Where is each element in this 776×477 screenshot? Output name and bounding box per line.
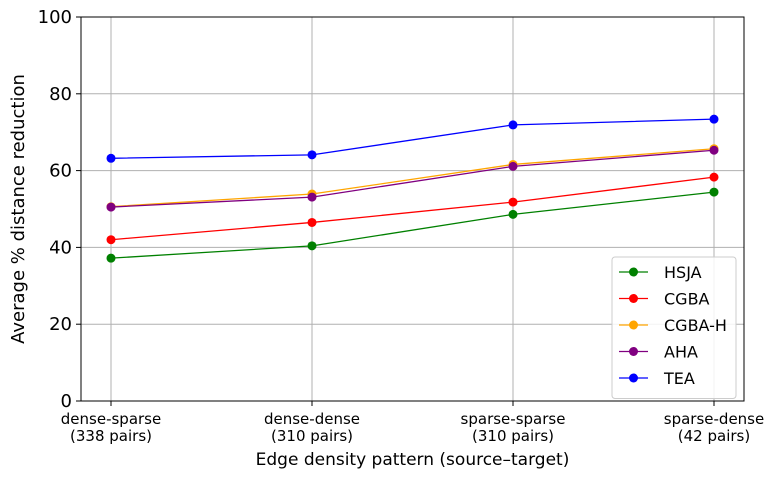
series-line <box>110 148 715 208</box>
x-tick-label: (310 pairs) <box>472 427 554 445</box>
data-point <box>106 202 116 212</box>
series-layer <box>106 114 719 263</box>
x-tick-label: sparse-dense <box>664 410 764 428</box>
y-axis-title: Average % distance reduction <box>8 74 29 344</box>
series-hsja <box>106 187 719 263</box>
data-point <box>307 192 317 202</box>
data-point <box>508 197 518 207</box>
legend-item: TEA <box>619 369 695 388</box>
y-tick-label: 60 <box>49 161 72 182</box>
legend-label: AHA <box>664 343 698 362</box>
x-tick-label: (42 pairs) <box>678 427 750 445</box>
data-point <box>307 241 317 251</box>
x-tick-label: sparse-sparse <box>461 410 566 428</box>
data-point <box>106 253 116 263</box>
legend-swatch-marker <box>629 347 638 356</box>
data-point <box>106 153 116 163</box>
data-point <box>709 187 719 197</box>
legend-swatch-marker <box>629 294 638 303</box>
legend-item: AHA <box>619 343 698 362</box>
data-point <box>709 114 719 124</box>
data-point <box>307 217 317 227</box>
data-point <box>508 209 518 219</box>
legend-item: CGBA <box>619 290 710 309</box>
series-line <box>110 191 715 259</box>
data-point <box>106 235 116 245</box>
x-axis-ticks: dense-sparse(338 pairs)dense-dense(310 p… <box>61 401 764 445</box>
legend-item: HSJA <box>619 263 702 282</box>
y-tick-label: 40 <box>49 237 72 258</box>
series-line <box>110 176 715 241</box>
legend-swatch-marker <box>629 320 638 330</box>
series-line <box>110 149 715 208</box>
legend: HSJA CGBA CGBA-H AHA TEA <box>611 256 737 399</box>
data-point <box>709 145 719 155</box>
y-tick-label: 100 <box>38 7 72 28</box>
legend-swatch-marker <box>629 267 638 277</box>
data-point <box>508 161 518 171</box>
x-tick-label: (338 pairs) <box>70 427 152 445</box>
series-aha <box>106 145 719 212</box>
legend-label: CGBA <box>664 290 710 309</box>
plot-frame <box>80 16 745 402</box>
y-tick-label: 0 <box>61 391 72 412</box>
x-tick-label: dense-sparse <box>61 410 161 428</box>
series-line <box>110 118 715 159</box>
series-cgba <box>106 172 719 245</box>
data-point <box>508 120 518 130</box>
y-tick-label: 80 <box>49 84 72 105</box>
x-tick-label: (310 pairs) <box>271 427 353 445</box>
legend-item: CGBA-H <box>619 316 727 335</box>
data-point <box>709 172 719 182</box>
legend-box <box>611 256 737 399</box>
series-tea <box>106 114 719 163</box>
x-tick-label: dense-dense <box>264 410 360 428</box>
x-axis-title: Edge density pattern (source–target) <box>256 450 570 470</box>
y-axis-ticks: 0 20 40 60 80 100 <box>38 7 81 412</box>
legend-label: CGBA-H <box>664 316 727 335</box>
legend-label: TEA <box>663 369 695 388</box>
legend-label: HSJA <box>664 263 702 282</box>
data-point <box>307 150 317 160</box>
legend-swatch-marker <box>629 373 638 383</box>
y-tick-label: 20 <box>49 314 72 335</box>
